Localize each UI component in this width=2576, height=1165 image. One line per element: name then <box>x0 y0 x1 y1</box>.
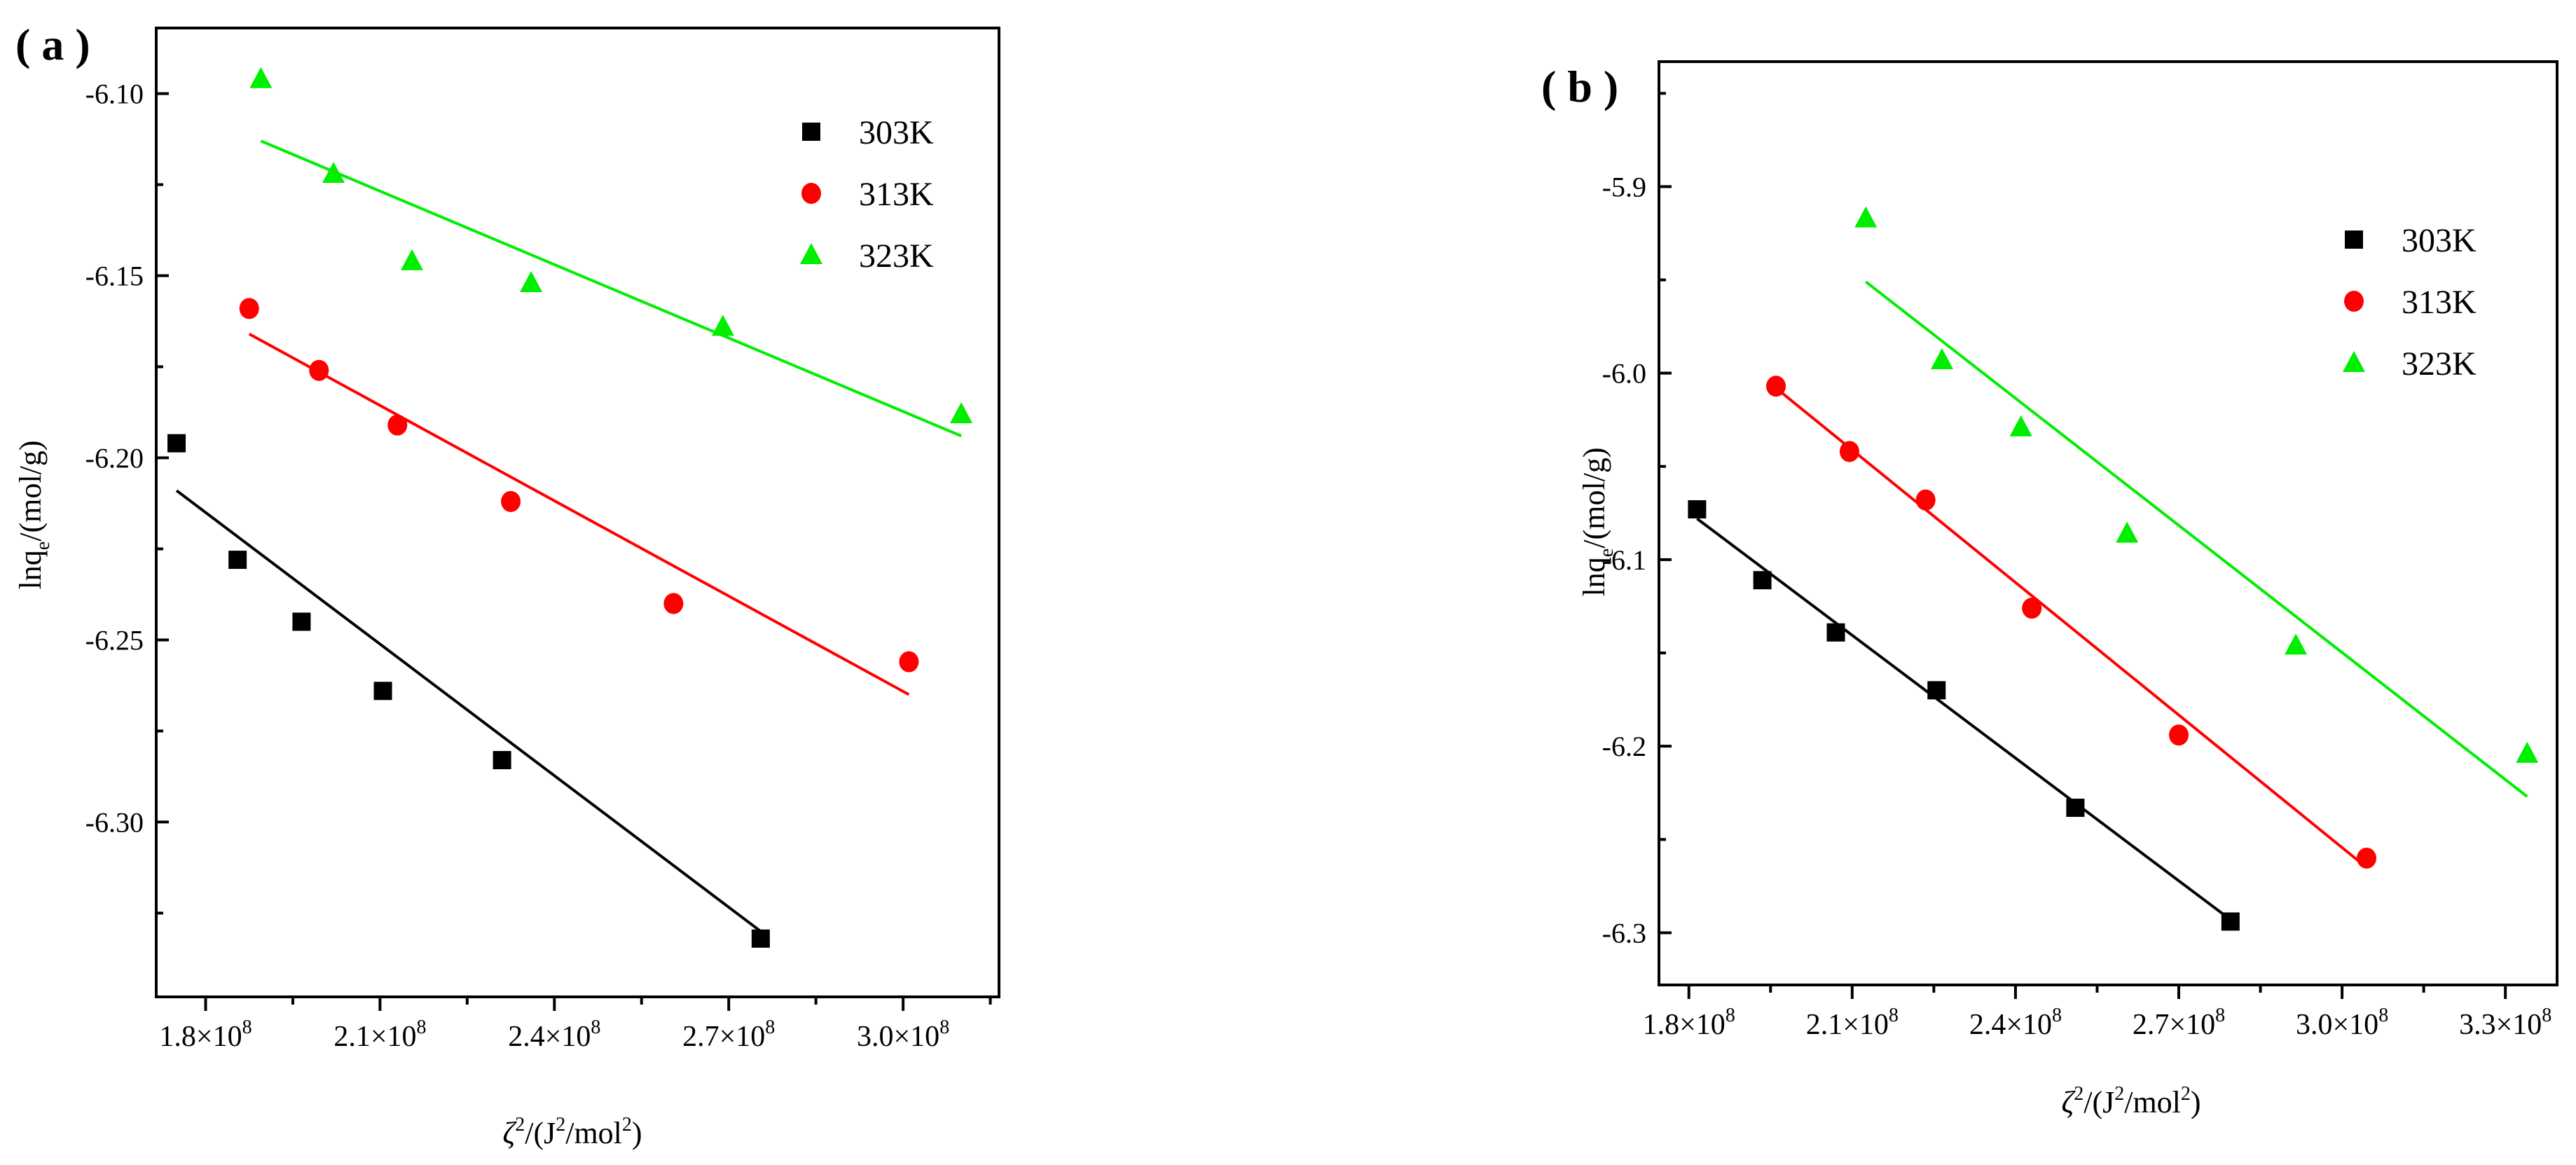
data-point-303K <box>2066 799 2085 818</box>
data-point-313K <box>1839 441 1859 462</box>
panel-a-legend: 303K 313K 323K <box>800 114 934 275</box>
data-point-313K <box>309 359 329 381</box>
y-tick-label: -6.25 <box>85 624 144 656</box>
x-tick-label: 2.7×108 <box>2133 1005 2225 1041</box>
data-point-303K <box>167 434 186 453</box>
data-point-313K <box>2022 598 2042 619</box>
fit-line-303K <box>1696 517 2232 921</box>
y-tick-label: -5.9 <box>1602 171 1646 202</box>
panel-b-x-axis: 1.8×108 2.1×108 2.4×108 2.7×108 3.0×108 3.3×1… <box>1643 985 2551 1041</box>
fit-line-303K <box>175 489 762 933</box>
legend-label-303K: 303K <box>859 114 934 151</box>
legend-marker-323K <box>800 243 822 264</box>
data-point-313K <box>1915 489 1936 511</box>
legend-marker-313K <box>801 183 821 204</box>
chart-panel-b: ( b ) -5.9 -6.0 -6.1 -6.2 -6.3 1.8×108 2.1×10… <box>1541 60 2558 1119</box>
data-point-323K <box>322 161 345 183</box>
x-tick-label: 2.4×108 <box>508 1016 600 1053</box>
legend-label-313K: 313K <box>859 176 934 213</box>
data-point-313K <box>501 490 521 512</box>
data-point-323K <box>950 402 973 424</box>
data-point-303K <box>1688 500 1707 519</box>
x-tick-label: 1.8×108 <box>159 1016 252 1053</box>
panel-a-y-axis: -6.10 -6.15 -6.20 -6.25 -6.30 <box>85 78 169 915</box>
data-point-313K <box>239 298 259 319</box>
data-point-303K <box>373 682 392 701</box>
panel-b-label: ( b ) <box>1541 62 1618 111</box>
legend-label-323K: 323K <box>859 237 934 275</box>
panel-a-fit-lines <box>175 139 962 933</box>
x-tick-label: 1.8×108 <box>1643 1005 1735 1041</box>
panel-b-data-points <box>1688 206 2539 931</box>
fit-line-323K <box>1865 280 2528 798</box>
x-tick-label: 2.1×108 <box>1806 1005 1899 1041</box>
panel-a-data-points <box>167 67 973 948</box>
data-point-323K <box>401 249 424 270</box>
data-point-303K <box>1927 681 1946 700</box>
fit-line-323K <box>260 139 962 438</box>
panel-a-plot-frame <box>155 27 1000 998</box>
data-point-313K <box>663 593 684 614</box>
panel-b-y-axis-title: lnqe/(mol/g) <box>1577 448 1618 597</box>
data-point-303K <box>1753 571 1772 590</box>
panel-a-label: ( a ) <box>15 20 90 69</box>
panel-a-x-axis-title: ζ2/(J2/mol2) <box>502 1114 642 1150</box>
data-point-323K <box>1854 206 1878 228</box>
panel-a-y-axis-title: lnqe/(mol/g) <box>13 441 54 590</box>
y-tick-label: -6.3 <box>1602 917 1646 949</box>
y-tick-label: -6.30 <box>85 806 144 838</box>
y-tick-label: -6.2 <box>1602 731 1646 762</box>
data-point-303K <box>751 929 770 948</box>
x-tick-label: 3.3×108 <box>2459 1005 2551 1041</box>
data-point-323K <box>249 67 273 88</box>
legend-label-303K: 303K <box>2402 222 2477 259</box>
legend-marker-323K <box>2343 351 2365 372</box>
y-tick-label: -6.10 <box>85 78 144 110</box>
legend-label-323K: 323K <box>2402 345 2477 382</box>
x-tick-label: 3.0×108 <box>857 1016 949 1053</box>
legend-label-313K: 313K <box>2402 284 2477 321</box>
panel-b-x-axis-title: ζ2/(J2/mol2) <box>2061 1083 2200 1119</box>
data-point-323K <box>520 270 543 292</box>
legend-marker-313K <box>2344 291 2364 312</box>
y-tick-label: -6.1 <box>1602 544 1646 576</box>
legend-marker-303K <box>802 123 820 141</box>
x-tick-label: 3.0×108 <box>2296 1005 2388 1041</box>
x-tick-label: 2.4×108 <box>1969 1005 2062 1041</box>
panel-b-fit-lines <box>1696 280 2528 921</box>
panel-a-x-axis: 1.8×108 2.1×108 2.4×108 2.7×108 3.0×108 <box>159 997 992 1053</box>
data-point-323K <box>1931 348 1954 370</box>
data-point-313K <box>899 651 919 673</box>
data-point-313K <box>2169 724 2189 746</box>
y-tick-label: -6.15 <box>85 261 144 292</box>
panel-b-plot-frame <box>1658 60 2558 986</box>
data-point-303K <box>1826 623 1845 642</box>
legend-marker-303K <box>2345 230 2363 249</box>
data-point-303K <box>493 751 511 770</box>
x-tick-label: 2.1×108 <box>333 1016 426 1053</box>
data-point-323K <box>2285 633 2308 655</box>
data-point-313K <box>2357 847 2377 869</box>
x-tick-label: 2.7×108 <box>682 1016 775 1053</box>
y-tick-label: -6.20 <box>85 443 144 474</box>
data-point-303K <box>292 612 311 631</box>
fit-line-313K <box>248 332 910 696</box>
chart-panel-a: ( a ) -6.10 -6.15 -6.20 -6.25 -6.30 1.8×108 2… <box>13 20 1000 1150</box>
fit-line-313K <box>1775 387 2368 869</box>
data-point-323K <box>711 315 734 336</box>
data-point-323K <box>2009 415 2032 436</box>
data-point-323K <box>2516 741 2539 763</box>
data-point-323K <box>2116 521 2139 543</box>
data-point-313K <box>387 414 408 436</box>
data-point-303K <box>2221 912 2240 931</box>
data-point-303K <box>228 551 247 570</box>
panel-b-legend: 303K 313K 323K <box>2343 222 2477 382</box>
data-point-313K <box>1766 375 1786 397</box>
panel-b-y-axis: -5.9 -6.0 -6.1 -6.2 -6.3 <box>1602 92 1672 949</box>
y-tick-label: -6.0 <box>1602 358 1646 390</box>
